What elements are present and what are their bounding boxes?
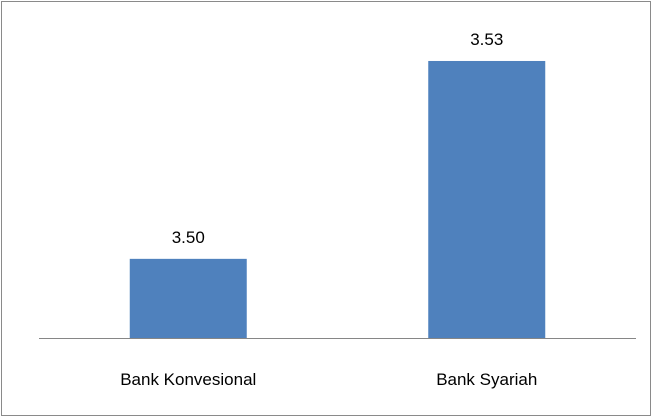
labels-layer: 3.50 Bank Konvesional 3.53 Bank Syariah: [120, 30, 537, 389]
bars-layer: [129, 60, 546, 338]
category-label-0: Bank Konvesional: [120, 370, 256, 389]
category-label-1: Bank Syariah: [436, 370, 537, 389]
data-label-1: 3.53: [470, 30, 503, 49]
data-label-0: 3.50: [172, 228, 205, 247]
bar-0: [129, 258, 247, 338]
bar-1: [428, 60, 546, 338]
